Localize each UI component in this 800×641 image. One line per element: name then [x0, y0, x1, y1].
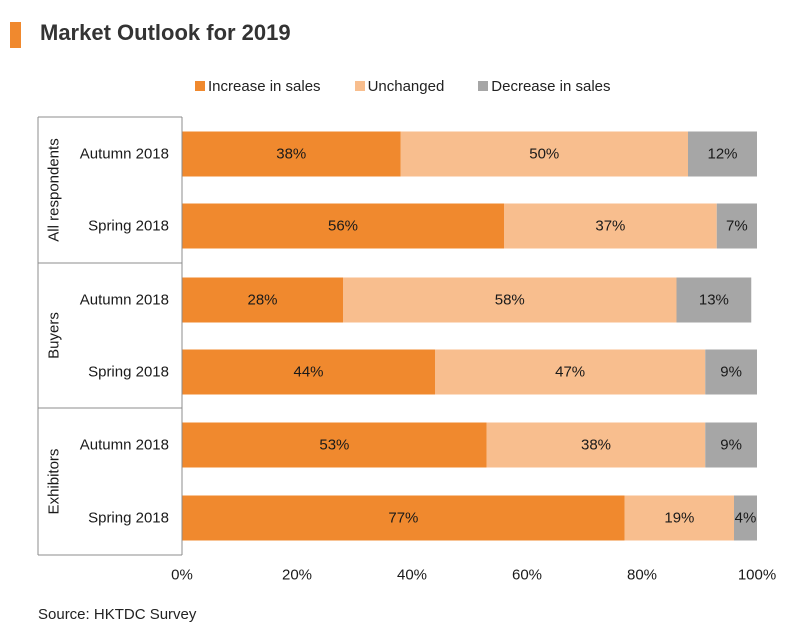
bar-segment-2-3 [716, 203, 757, 249]
legend-swatch-decrease [478, 81, 489, 91]
legend-label-increase: Increase in sales [208, 77, 321, 95]
category-label-6: Spring 2018 [88, 510, 169, 527]
x-tick-label-6: 100% [738, 567, 776, 584]
data-label-2-1: 56% [328, 218, 358, 235]
bar-segment-6-2 [624, 495, 734, 541]
legend-label-unchanged: Unchanged [367, 77, 445, 95]
legend-label-decrease: Decrease in sales [491, 77, 611, 95]
data-label-5-2: 38% [581, 437, 611, 454]
legend-item-decrease: Decrease in sales [478, 77, 611, 95]
source-note: Source: HKTDC Survey [38, 606, 197, 623]
data-label-1-1: 38% [276, 146, 306, 163]
group-label-3: Exhibitors [46, 449, 63, 515]
category-label-4: Spring 2018 [88, 364, 169, 381]
data-label-5-3: 9% [720, 437, 742, 454]
bar-segment-3-2 [343, 277, 677, 323]
bar-segment-1-2 [400, 131, 688, 177]
group-label-2: Buyers [46, 312, 63, 359]
legend-item-unchanged: Unchanged [354, 77, 445, 95]
x-tick-label-4: 60% [512, 567, 542, 584]
data-label-4-2: 47% [555, 364, 585, 381]
bar-segment-5-1 [182, 422, 487, 468]
data-label-5-1: 53% [319, 437, 349, 454]
data-label-6-3: 4% [735, 510, 757, 527]
bar-segment-4-1 [182, 349, 435, 395]
legend-item-increase: Increase in sales [195, 78, 321, 95]
data-label-6-1: 77% [388, 510, 418, 527]
data-label-1-3: 12% [707, 146, 737, 163]
category-label-2: Spring 2018 [88, 218, 169, 235]
bar-segment-2-2 [504, 203, 717, 249]
bar-segment-5-3 [705, 422, 757, 468]
bar-segment-3-3 [676, 277, 752, 323]
bar-segment-4-3 [705, 349, 757, 395]
x-tick-label-5: 80% [627, 567, 657, 584]
data-label-4-1: 44% [293, 364, 323, 381]
category-label-3: Autumn 2018 [80, 292, 169, 309]
legend-swatch-increase [195, 81, 205, 91]
bar-segment-4-2 [435, 349, 706, 395]
data-label-3-2: 58% [495, 292, 525, 309]
data-label-3-1: 28% [247, 292, 277, 309]
data-label-2-3: 7% [726, 218, 748, 235]
x-tick-label-2: 20% [282, 567, 312, 584]
group-label-1: All respondents [46, 138, 63, 241]
title-accent-bar [10, 22, 21, 48]
bar-segment-1-3 [688, 131, 757, 177]
data-label-6-2: 19% [664, 510, 694, 527]
data-label-2-2: 37% [595, 218, 625, 235]
bar-segment-6-1 [182, 495, 625, 541]
data-label-1-2: 50% [529, 146, 559, 163]
bar-segment-2-1 [182, 203, 504, 249]
x-tick-label-1: 0% [171, 567, 193, 584]
bar-segment-6-3 [734, 495, 757, 541]
bar-segment-3-1 [182, 277, 343, 323]
chart-title: Market Outlook for 2019 [40, 20, 291, 45]
chart-legend: Increase in sales Unchanged Decrease in … [195, 76, 645, 96]
category-label-5: Autumn 2018 [80, 437, 169, 454]
data-label-4-3: 9% [720, 364, 742, 381]
legend-swatch-unchanged [354, 81, 365, 91]
bar-segment-5-2 [486, 422, 706, 468]
bar-segment-1-1 [182, 131, 401, 177]
category-label-1: Autumn 2018 [80, 146, 169, 163]
x-tick-label-3: 40% [397, 567, 427, 584]
data-label-3-3: 13% [699, 292, 729, 309]
